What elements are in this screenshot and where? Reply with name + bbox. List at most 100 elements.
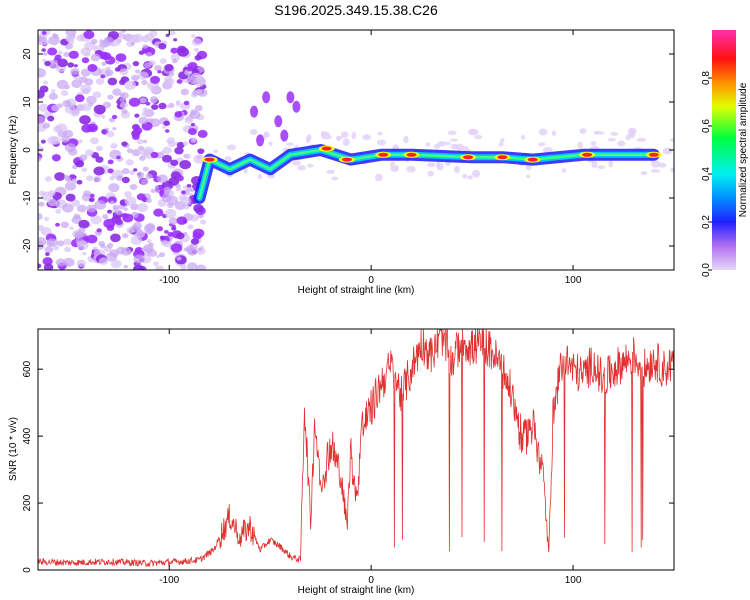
noise-blob [165,33,170,37]
noise-blob [292,160,301,166]
noise-blob [213,149,219,153]
noise-blob [351,131,357,140]
noise-blob [105,69,114,77]
noise-blob [89,193,95,198]
snr-x-label: Height of straight line (km) [298,585,415,596]
noise-blob [44,176,52,182]
noise-blob [41,191,53,201]
ridge-hotspot-peak [378,152,389,157]
noise-blob [449,138,458,142]
noise-blob [162,154,172,163]
noise-blob [226,144,237,151]
noise-blob [538,142,546,147]
noise-blob [119,101,128,109]
noise-blob [92,91,102,99]
noise-blob [93,104,106,115]
noise-blob [92,246,98,251]
colorbar: 0.0 0.2 0.4 0.6 0.8 Normalized spectral ampl… [701,30,749,277]
noise-blob [468,128,478,136]
noise-blob [81,103,92,112]
noise-blob [124,80,137,91]
noise-blob [197,129,208,138]
noise-blob [176,79,183,84]
noise-blob [322,134,332,140]
noise-blob [63,51,70,58]
noise-blob [262,91,271,104]
ridge-hotspot-peak [497,155,508,160]
noise-blob [164,63,174,72]
noise-blob [142,166,149,172]
noise-blob [166,195,179,206]
noise-blob [167,231,174,237]
noise-blob [175,102,181,107]
noise-blob [174,146,184,155]
noise-blob [126,227,135,234]
noise-blob [133,254,145,264]
noise-blob [65,30,77,37]
noise-blob [155,254,161,258]
noise-blob [436,162,444,171]
noise-blob [65,34,75,43]
noise-blob [73,213,81,220]
noise-blob [86,123,98,133]
noise-blob [42,58,47,63]
noise-blob [340,131,349,138]
noise-blob [172,58,178,64]
noise-blob [98,257,109,265]
colorbar-tick-label: 0.2 [701,215,712,229]
noise-blob [119,68,129,76]
noise-blob [54,172,66,181]
colorbar-label: Normalized spectral amplitude [738,82,749,217]
noise-blob [102,101,112,109]
noise-blob [103,218,116,229]
noise-blob [176,256,182,261]
noise-blob [41,48,46,52]
noise-blob [191,34,196,38]
noise-blob [55,258,66,267]
noise-blob [471,169,481,178]
noise-blob [100,74,106,79]
noise-blob [107,168,114,174]
noise-blob [191,38,202,47]
noise-blob [170,47,178,54]
noise-blob [133,168,138,172]
noise-blob [331,176,339,181]
noise-blob [176,141,185,149]
noise-blob [131,74,140,81]
y-tick-label: 0 [22,147,33,153]
noise-blob [192,228,205,238]
noise-blob [190,72,203,82]
noise-blob [190,238,200,245]
noise-blob [42,122,51,129]
colorbar-tick-label: 0.8 [701,71,712,85]
noise-blob [187,262,198,270]
noise-blob [141,80,148,86]
noise-blob [342,138,350,147]
noise-blob [84,149,94,157]
noise-blob [109,200,115,205]
noise-blob [47,115,55,122]
noise-blob [122,233,129,239]
noise-blob [49,60,60,69]
noise-blob [627,127,637,135]
noise-blob [88,197,95,203]
noise-blob [115,53,127,62]
noise-blob [74,94,85,103]
noise-blob [608,160,614,168]
spectrogram-x-ticks: -100 0 100 [159,30,582,286]
noise-blob [107,196,117,204]
noise-blob [139,97,147,104]
noise-blob [164,129,170,133]
noise-blob [44,246,54,254]
noise-blob [76,179,83,185]
noise-blob [136,193,146,201]
noise-blob [112,204,119,210]
noise-blob [166,104,171,109]
page-title: S196.2025.349.15.38.C26 [274,2,438,18]
noise-blob [427,162,436,168]
noise-blob [377,131,383,136]
noise-blob [45,252,50,257]
noise-blob [56,240,65,247]
noise-blob [403,135,409,144]
noise-blob [119,92,125,98]
